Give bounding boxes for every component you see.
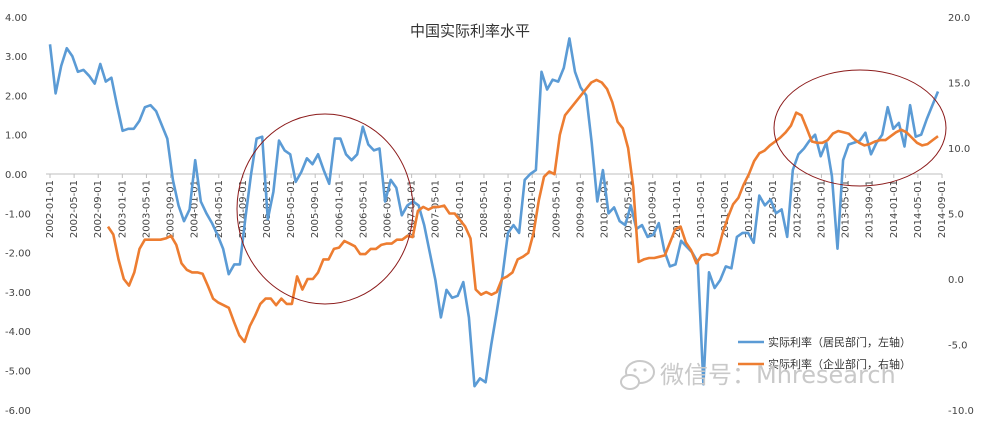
left-tick-label: -1.00 xyxy=(5,209,31,220)
x-tick-label: 2011-09-01 xyxy=(720,180,731,238)
left-tick-label: -6.00 xyxy=(5,406,31,417)
left-tick-label: 3.00 xyxy=(5,52,27,63)
x-axis: 2002-01-01 2002-05-01 2002-09-01 2003-01-01… xyxy=(45,173,948,238)
x-tick-label: 2014-05-01 xyxy=(913,180,924,238)
x-tick-label: 2003-09-01 xyxy=(166,180,177,238)
x-tick-label: 2008-09-01 xyxy=(503,180,514,238)
x-tick-label: 2008-05-01 xyxy=(479,180,490,238)
left-tick-label: 1.00 xyxy=(5,131,27,142)
annotation-circle-2005-2007 xyxy=(236,113,414,305)
left-tick-label: -3.00 xyxy=(5,288,31,299)
x-tick-label: 2002-01-01 xyxy=(45,180,56,238)
x-tick-label: 2012-09-01 xyxy=(792,180,803,238)
legend: 实际利率（居民部门，左轴） 实际利率（企业部门，右轴） xyxy=(738,335,911,371)
legend-label: 实际利率（企业部门，右轴） xyxy=(768,357,911,371)
right-tick-label: 20.0 xyxy=(948,13,970,24)
watermark: 微信号：Mhresearch xyxy=(620,360,896,390)
chart-title: 中国实际利率水平 xyxy=(410,22,530,40)
x-tick-label: 2002-05-01 xyxy=(69,180,80,238)
watermark-text: 微信号：Mhresearch xyxy=(660,361,896,389)
annotation-circle-2012-2014 xyxy=(773,69,947,187)
right-tick-label: 5.0 xyxy=(948,210,964,221)
x-tick-label: 2007-01-01 xyxy=(407,180,418,238)
x-tick-label: 2012-01-01 xyxy=(744,180,755,238)
legend-label: 实际利率（居民部门，左轴） xyxy=(768,335,911,349)
x-tick-label: 2006-01-01 xyxy=(334,180,345,238)
right-tick-label: 10.0 xyxy=(948,144,970,155)
x-tick-label: 2011-05-01 xyxy=(696,180,707,238)
x-tick-label: 2014-09-01 xyxy=(937,180,948,238)
x-tick-label: 2004-01-01 xyxy=(190,180,201,238)
x-tick-label: 2007-05-01 xyxy=(431,180,442,238)
left-axis: 4.00 3.00 2.00 1.00 0.00 -1.00 -2.00 -3.00 -4.00… xyxy=(5,13,31,417)
x-tick-label: 2011-01-01 xyxy=(672,180,683,238)
series-line-household xyxy=(48,37,940,388)
x-tick-label: 2013-05-01 xyxy=(841,180,852,238)
x-tick-label: 2013-01-01 xyxy=(816,180,827,238)
left-tick-label: -5.00 xyxy=(5,367,31,378)
x-tick-label: 2014-01-01 xyxy=(889,180,900,238)
x-tick-label: 2006-09-01 xyxy=(383,180,394,238)
x-tick-label: 2009-05-01 xyxy=(551,180,562,238)
x-tick-label: 2005-05-01 xyxy=(286,180,297,238)
x-tick-label: 2010-01-01 xyxy=(599,180,610,238)
x-tick-label: 2009-01-01 xyxy=(527,180,538,238)
right-tick-label: -5.0 xyxy=(948,341,968,352)
x-tick-label: 2003-05-01 xyxy=(141,180,152,238)
x-tick-label: 2002-09-01 xyxy=(93,180,104,238)
annotations xyxy=(236,69,947,305)
x-tick-label: 2010-09-01 xyxy=(648,180,659,238)
x-tick-label: 2014-09-01 xyxy=(238,180,249,238)
right-tick-label: 0.0 xyxy=(948,275,964,286)
x-tick-label: 2004-05-01 xyxy=(214,180,225,238)
series-line-corporate xyxy=(106,78,939,344)
left-tick-label: -2.00 xyxy=(5,249,31,260)
x-tick-label: 2009-09-01 xyxy=(575,180,586,238)
x-tick-label: 2008-01-01 xyxy=(455,180,466,238)
x-tick-label: 2006-05-01 xyxy=(358,180,369,238)
right-axis: 20.0 15.0 10.0 5.0 0.0 -5.0 -10.0 xyxy=(948,13,974,417)
right-tick-label: -10.0 xyxy=(948,406,974,417)
x-tick-label: 2013-09-01 xyxy=(865,180,876,238)
right-tick-label: 15.0 xyxy=(948,79,970,90)
x-tick-label: 2005-09-01 xyxy=(310,180,321,238)
left-tick-label: 4.00 xyxy=(5,13,27,24)
left-tick-label: -4.00 xyxy=(5,327,31,338)
plot-area xyxy=(48,37,940,388)
left-tick-label: 0.00 xyxy=(5,170,27,181)
x-tick-label: 2003-01-01 xyxy=(117,180,128,238)
left-tick-label: 2.00 xyxy=(5,91,27,102)
wechat-icon xyxy=(620,360,655,390)
